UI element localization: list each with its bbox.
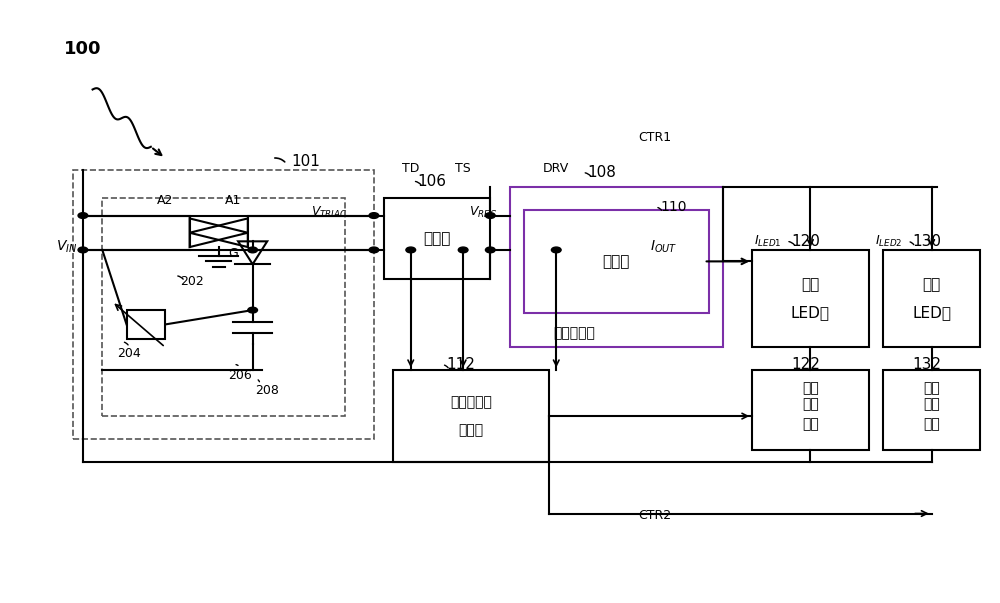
Text: $I_{OUT}$: $I_{OUT}$ — [650, 239, 678, 255]
Text: A1: A1 — [225, 194, 241, 207]
Text: 202: 202 — [180, 275, 204, 288]
FancyBboxPatch shape — [752, 370, 869, 450]
Text: 204: 204 — [117, 347, 141, 359]
FancyBboxPatch shape — [752, 250, 869, 347]
Circle shape — [248, 308, 258, 313]
Circle shape — [369, 213, 379, 218]
FancyBboxPatch shape — [524, 210, 709, 313]
Circle shape — [406, 247, 416, 253]
Circle shape — [369, 247, 379, 253]
Text: CTR1: CTR1 — [639, 131, 672, 144]
Text: 第二
控制: 第二 控制 — [923, 381, 940, 411]
FancyBboxPatch shape — [510, 187, 723, 347]
Circle shape — [551, 247, 561, 253]
FancyBboxPatch shape — [393, 370, 548, 462]
Circle shape — [485, 213, 495, 218]
Bar — [127, 310, 165, 339]
Text: TS: TS — [455, 162, 471, 175]
Text: 108: 108 — [587, 165, 616, 180]
Text: 开关: 开关 — [923, 418, 940, 432]
Text: 控制器: 控制器 — [458, 423, 483, 437]
Text: 112: 112 — [447, 357, 476, 372]
Text: LED链: LED链 — [912, 306, 951, 320]
FancyBboxPatch shape — [883, 370, 980, 450]
Text: 110: 110 — [660, 200, 687, 214]
Circle shape — [485, 247, 495, 253]
Text: A2: A2 — [157, 194, 174, 207]
Text: DRV: DRV — [543, 162, 569, 175]
Text: 电力转换器: 电力转换器 — [553, 326, 595, 340]
Text: 206: 206 — [228, 370, 252, 382]
FancyBboxPatch shape — [73, 169, 374, 439]
Text: 第二: 第二 — [923, 277, 941, 292]
Text: 130: 130 — [912, 234, 941, 249]
Text: 120: 120 — [791, 234, 820, 249]
Text: CTR2: CTR2 — [639, 509, 672, 522]
Text: TD: TD — [402, 162, 419, 175]
Circle shape — [78, 247, 88, 253]
FancyBboxPatch shape — [102, 198, 345, 416]
Circle shape — [78, 213, 88, 218]
Text: 第一
控制: 第一 控制 — [802, 381, 819, 411]
Text: 100: 100 — [64, 40, 101, 58]
Text: $I_{LED1}$: $I_{LED1}$ — [754, 234, 781, 249]
Circle shape — [248, 247, 258, 253]
Text: 整流器: 整流器 — [423, 231, 451, 246]
FancyBboxPatch shape — [883, 250, 980, 347]
Text: 122: 122 — [791, 357, 820, 372]
Text: G: G — [228, 247, 238, 260]
Text: $V_{REC}$: $V_{REC}$ — [469, 205, 497, 220]
Text: 亮度和色温: 亮度和色温 — [450, 395, 492, 409]
Text: 开关: 开关 — [802, 418, 819, 432]
Text: 208: 208 — [256, 384, 279, 397]
Text: $I_{LED2}$: $I_{LED2}$ — [875, 234, 903, 249]
Text: 132: 132 — [912, 357, 941, 372]
FancyBboxPatch shape — [384, 198, 490, 279]
Text: 第一: 第一 — [801, 277, 820, 292]
Text: LED链: LED链 — [791, 306, 830, 320]
Circle shape — [458, 247, 468, 253]
Text: 变压器: 变压器 — [603, 254, 630, 269]
Text: $V_{TRIAC}$: $V_{TRIAC}$ — [311, 205, 348, 220]
Text: 101: 101 — [291, 154, 320, 169]
Text: 106: 106 — [418, 174, 447, 189]
Text: $V_{IN}$: $V_{IN}$ — [56, 239, 77, 255]
